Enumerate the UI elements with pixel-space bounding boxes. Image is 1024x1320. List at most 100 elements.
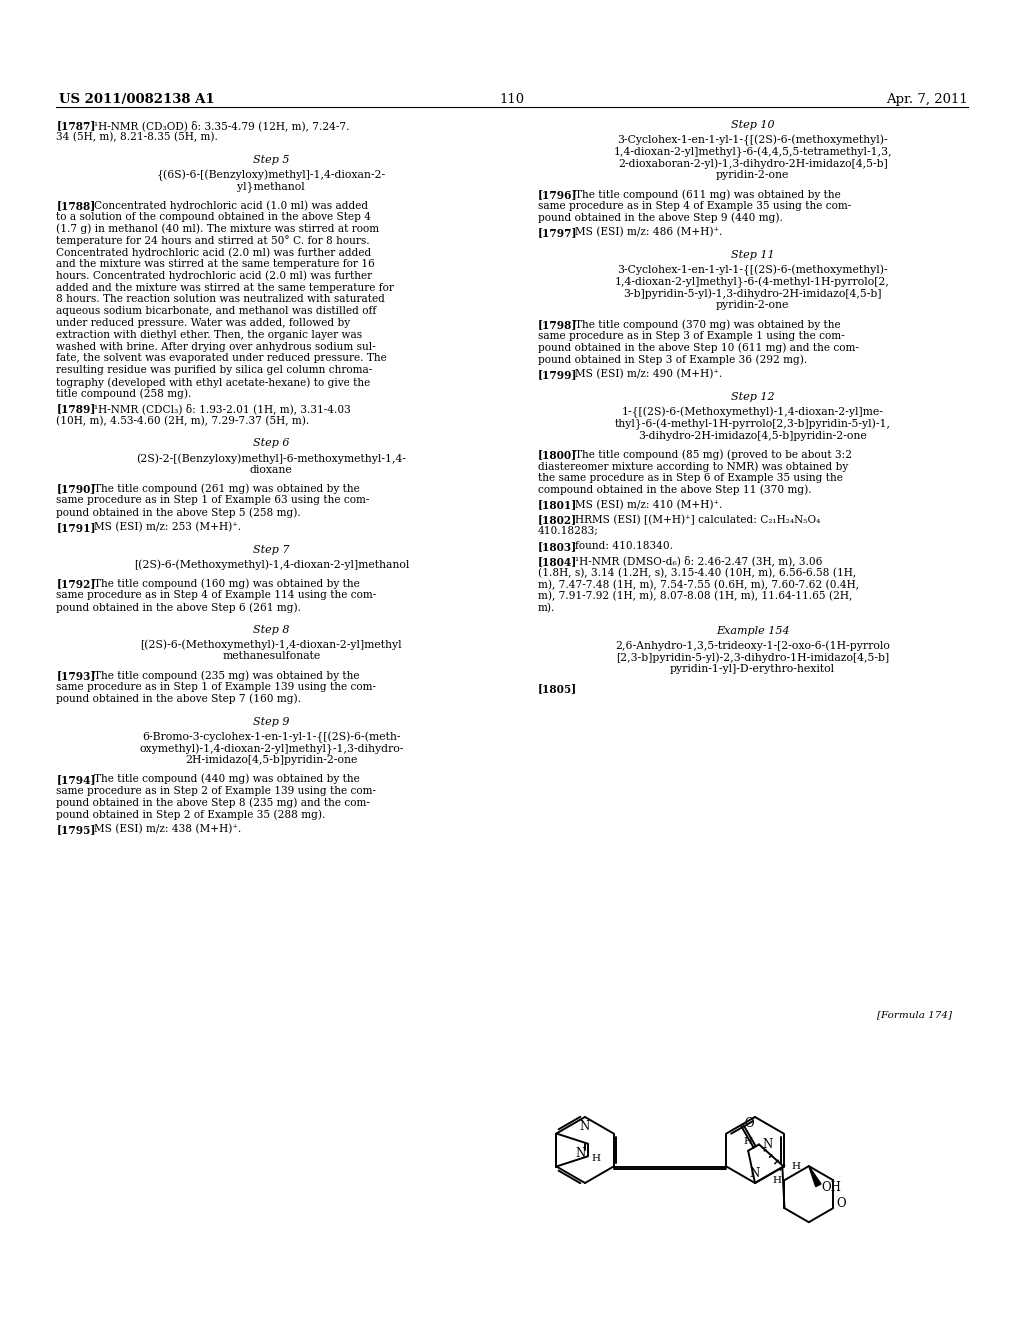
Text: pound obtained in the above Step 8 (235 mg) and the com-: pound obtained in the above Step 8 (235 … bbox=[56, 797, 371, 808]
Text: 1-{[(2S)-6-(Methoxymethyl)-1,4-dioxan-2-yl]me-: 1-{[(2S)-6-(Methoxymethyl)-1,4-dioxan-2-… bbox=[622, 407, 884, 418]
Text: The title compound (440 mg) was obtained by the: The title compound (440 mg) was obtained… bbox=[94, 774, 359, 784]
Text: ¹H-NMR (DMSO-d₆) δ: 2.46-2.47 (3H, m), 3.06: ¹H-NMR (DMSO-d₆) δ: 2.46-2.47 (3H, m), 3… bbox=[575, 556, 822, 566]
Text: 2H-imidazo[4,5-b]pyridin-2-one: 2H-imidazo[4,5-b]pyridin-2-one bbox=[185, 755, 357, 766]
Text: H: H bbox=[743, 1137, 753, 1146]
Text: [1798]: [1798] bbox=[538, 319, 578, 330]
Text: found: 410.18340.: found: 410.18340. bbox=[575, 541, 674, 550]
Text: title compound (258 mg).: title compound (258 mg). bbox=[56, 389, 191, 400]
Text: [1788]: [1788] bbox=[56, 201, 95, 211]
Text: O: O bbox=[836, 1197, 846, 1209]
Text: H: H bbox=[592, 1154, 601, 1163]
Text: 2-dioxaboran-2-yl)-1,3-dihydro-2H-imidazo[4,5-b]: 2-dioxaboran-2-yl)-1,3-dihydro-2H-imidaz… bbox=[617, 158, 888, 169]
Text: yl}methanol: yl}methanol bbox=[238, 181, 305, 191]
Text: added and the mixture was stirred at the same temperature for: added and the mixture was stirred at the… bbox=[56, 282, 394, 293]
Text: dioxane: dioxane bbox=[250, 465, 293, 475]
Text: pyridin-1-yl]-D-erythro-hexitol: pyridin-1-yl]-D-erythro-hexitol bbox=[670, 664, 836, 675]
Text: resulting residue was purified by silica gel column chroma-: resulting residue was purified by silica… bbox=[56, 366, 373, 375]
Text: (2S)-2-[(Benzyloxy)methyl]-6-methoxymethyl-1,4-: (2S)-2-[(Benzyloxy)methyl]-6-methoxymeth… bbox=[136, 453, 407, 463]
Text: Step 6: Step 6 bbox=[253, 438, 290, 449]
Text: thyl}-6-(4-methyl-1H-pyrrolo[2,3-b]pyridin-5-yl)-1,: thyl}-6-(4-methyl-1H-pyrrolo[2,3-b]pyrid… bbox=[614, 418, 891, 430]
Text: [1793]: [1793] bbox=[56, 671, 96, 681]
Text: [1792]: [1792] bbox=[56, 578, 96, 590]
Text: same procedure as in Step 1 of Example 139 using the com-: same procedure as in Step 1 of Example 1… bbox=[56, 682, 377, 692]
Polygon shape bbox=[809, 1166, 821, 1187]
Text: [1801]: [1801] bbox=[538, 499, 577, 511]
Text: The title compound (611 mg) was obtained by the: The title compound (611 mg) was obtained… bbox=[575, 189, 841, 199]
Text: same procedure as in Step 4 of Example 114 using the com-: same procedure as in Step 4 of Example 1… bbox=[56, 590, 377, 601]
Text: The title compound (85 mg) (proved to be about 3:2: The title compound (85 mg) (proved to be… bbox=[575, 449, 852, 459]
Text: temperature for 24 hours and stirred at 50° C. for 8 hours.: temperature for 24 hours and stirred at … bbox=[56, 235, 370, 247]
Text: 1,4-dioxan-2-yl]methyl}-6-(4-methyl-1H-pyrrolo[2,: 1,4-dioxan-2-yl]methyl}-6-(4-methyl-1H-p… bbox=[615, 277, 890, 288]
Text: diastereomer mixture according to NMR) was obtained by: diastereomer mixture according to NMR) w… bbox=[538, 461, 848, 471]
Text: extraction with diethyl ether. Then, the organic layer was: extraction with diethyl ether. Then, the… bbox=[56, 330, 362, 339]
Text: H: H bbox=[772, 1176, 781, 1184]
Text: O: O bbox=[744, 1117, 754, 1130]
Text: MS (ESI) m/z: 490 (M+H)⁺.: MS (ESI) m/z: 490 (M+H)⁺. bbox=[575, 370, 723, 380]
Text: aqueous sodium bicarbonate, and methanol was distilled off: aqueous sodium bicarbonate, and methanol… bbox=[56, 306, 377, 317]
Text: [(2S)-6-(Methoxymethyl)-1,4-dioxan-2-yl]methanol: [(2S)-6-(Methoxymethyl)-1,4-dioxan-2-yl]… bbox=[134, 560, 409, 570]
Text: and the mixture was stirred at the same temperature for 16: and the mixture was stirred at the same … bbox=[56, 259, 375, 269]
Text: same procedure as in Step 1 of Example 63 using the com-: same procedure as in Step 1 of Example 6… bbox=[56, 495, 370, 506]
Text: Example 154: Example 154 bbox=[716, 626, 790, 636]
Text: to a solution of the compound obtained in the above Step 4: to a solution of the compound obtained i… bbox=[56, 211, 372, 222]
Text: pound obtained in the above Step 10 (611 mg) and the com-: pound obtained in the above Step 10 (611… bbox=[538, 343, 858, 354]
Text: MS (ESI) m/z: 410 (M+H)⁺.: MS (ESI) m/z: 410 (M+H)⁺. bbox=[575, 499, 723, 510]
Text: Concentrated hydrochloric acid (2.0 ml) was further added: Concentrated hydrochloric acid (2.0 ml) … bbox=[56, 247, 372, 257]
Text: Apr. 7, 2011: Apr. 7, 2011 bbox=[886, 92, 968, 106]
Text: washed with brine. After drying over anhydrous sodium sul-: washed with brine. After drying over anh… bbox=[56, 342, 376, 351]
Text: Concentrated hydrochloric acid (1.0 ml) was added: Concentrated hydrochloric acid (1.0 ml) … bbox=[94, 201, 369, 211]
Text: MS (ESI) m/z: 486 (M+H)⁺.: MS (ESI) m/z: 486 (M+H)⁺. bbox=[575, 227, 723, 238]
Text: 6-Bromo-3-cyclohex-1-en-1-yl-1-{[(2S)-6-(meth-: 6-Bromo-3-cyclohex-1-en-1-yl-1-{[(2S)-6-… bbox=[142, 731, 400, 743]
Text: 110: 110 bbox=[500, 92, 524, 106]
Text: [1789]: [1789] bbox=[56, 404, 96, 414]
Text: [1802]: [1802] bbox=[538, 515, 577, 525]
Text: (1.7 g) in methanol (40 ml). The mixture was stirred at room: (1.7 g) in methanol (40 ml). The mixture… bbox=[56, 223, 380, 234]
Text: m), 7.47-7.48 (1H, m), 7.54-7.55 (0.6H, m), 7.60-7.62 (0.4H,: m), 7.47-7.48 (1H, m), 7.54-7.55 (0.6H, … bbox=[538, 579, 858, 590]
Text: (1.8H, s), 3.14 (1.2H, s), 3.15-4.40 (10H, m), 6.56-6.58 (1H,: (1.8H, s), 3.14 (1.2H, s), 3.15-4.40 (10… bbox=[538, 568, 856, 578]
Text: methanesulfonate: methanesulfonate bbox=[222, 651, 321, 661]
Text: pound obtained in Step 2 of Example 35 (288 mg).: pound obtained in Step 2 of Example 35 (… bbox=[56, 809, 326, 820]
Text: same procedure as in Step 2 of Example 139 using the com-: same procedure as in Step 2 of Example 1… bbox=[56, 785, 377, 796]
Text: m), 7.91-7.92 (1H, m), 8.07-8.08 (1H, m), 11.64-11.65 (2H,: m), 7.91-7.92 (1H, m), 8.07-8.08 (1H, m)… bbox=[538, 591, 852, 602]
Text: The title compound (235 mg) was obtained by the: The title compound (235 mg) was obtained… bbox=[94, 671, 359, 681]
Text: [1799]: [1799] bbox=[538, 370, 578, 380]
Text: MS (ESI) m/z: 438 (M+H)⁺.: MS (ESI) m/z: 438 (M+H)⁺. bbox=[94, 824, 242, 834]
Text: [1797]: [1797] bbox=[538, 227, 578, 239]
Text: Step 7: Step 7 bbox=[253, 545, 290, 554]
Text: 2,6-Anhydro-1,3,5-trideoxy-1-[2-oxo-6-(1H-pyrrolo: 2,6-Anhydro-1,3,5-trideoxy-1-[2-oxo-6-(1… bbox=[615, 640, 890, 651]
Text: Step 9: Step 9 bbox=[253, 717, 290, 726]
Text: [1795]: [1795] bbox=[56, 824, 96, 836]
Text: 3-Cyclohex-1-en-1-yl-1-{[(2S)-6-(methoxymethyl)-: 3-Cyclohex-1-en-1-yl-1-{[(2S)-6-(methoxy… bbox=[617, 265, 888, 276]
Text: Step 11: Step 11 bbox=[731, 251, 774, 260]
Text: pyridin-2-one: pyridin-2-one bbox=[716, 301, 790, 310]
Text: [1804]: [1804] bbox=[538, 556, 577, 566]
Text: the same procedure as in Step 6 of Example 35 using the: the same procedure as in Step 6 of Examp… bbox=[538, 473, 843, 483]
Text: m).: m). bbox=[538, 603, 555, 614]
Text: US 2011/0082138 A1: US 2011/0082138 A1 bbox=[59, 92, 215, 106]
Text: pound obtained in the above Step 7 (160 mg).: pound obtained in the above Step 7 (160 … bbox=[56, 694, 301, 705]
Text: pound obtained in the above Step 5 (258 mg).: pound obtained in the above Step 5 (258 … bbox=[56, 507, 301, 517]
Text: hours. Concentrated hydrochloric acid (2.0 ml) was further: hours. Concentrated hydrochloric acid (2… bbox=[56, 271, 373, 281]
Text: [Formula 174]: [Formula 174] bbox=[878, 1010, 952, 1019]
Text: [1805]: [1805] bbox=[538, 682, 577, 694]
Text: N: N bbox=[750, 1167, 760, 1180]
Text: [1790]: [1790] bbox=[56, 483, 96, 495]
Text: Step 10: Step 10 bbox=[731, 120, 774, 129]
Text: 8 hours. The reaction solution was neutralized with saturated: 8 hours. The reaction solution was neutr… bbox=[56, 294, 385, 305]
Text: [1796]: [1796] bbox=[538, 189, 578, 201]
Text: 3-Cyclohex-1-en-1-yl-1-{[(2S)-6-(methoxymethyl)-: 3-Cyclohex-1-en-1-yl-1-{[(2S)-6-(methoxy… bbox=[617, 135, 888, 147]
Text: pound obtained in the above Step 6 (261 mg).: pound obtained in the above Step 6 (261 … bbox=[56, 602, 301, 612]
Text: pyridin-2-one: pyridin-2-one bbox=[716, 170, 790, 181]
Text: Step 12: Step 12 bbox=[731, 392, 774, 403]
Text: compound obtained in the above Step 11 (370 mg).: compound obtained in the above Step 11 (… bbox=[538, 484, 811, 495]
Text: ¹H-NMR (CDCl₃) δ: 1.93-2.01 (1H, m), 3.31-4.03: ¹H-NMR (CDCl₃) δ: 1.93-2.01 (1H, m), 3.3… bbox=[94, 404, 351, 414]
Text: 34 (5H, m), 8.21-8.35 (5H, m).: 34 (5H, m), 8.21-8.35 (5H, m). bbox=[56, 132, 218, 143]
Text: Step 8: Step 8 bbox=[253, 624, 290, 635]
Text: 3-b]pyridin-5-yl)-1,3-dihydro-2H-imidazo[4,5-b]: 3-b]pyridin-5-yl)-1,3-dihydro-2H-imidazo… bbox=[624, 289, 882, 300]
Text: [1803]: [1803] bbox=[538, 541, 577, 552]
Text: The title compound (160 mg) was obtained by the: The title compound (160 mg) was obtained… bbox=[94, 578, 359, 589]
Text: N: N bbox=[762, 1138, 772, 1151]
Text: [1794]: [1794] bbox=[56, 774, 96, 785]
Text: same procedure as in Step 4 of Example 35 using the com-: same procedure as in Step 4 of Example 3… bbox=[538, 201, 851, 211]
Text: tography (developed with ethyl acetate-hexane) to give the: tography (developed with ethyl acetate-h… bbox=[56, 378, 371, 388]
